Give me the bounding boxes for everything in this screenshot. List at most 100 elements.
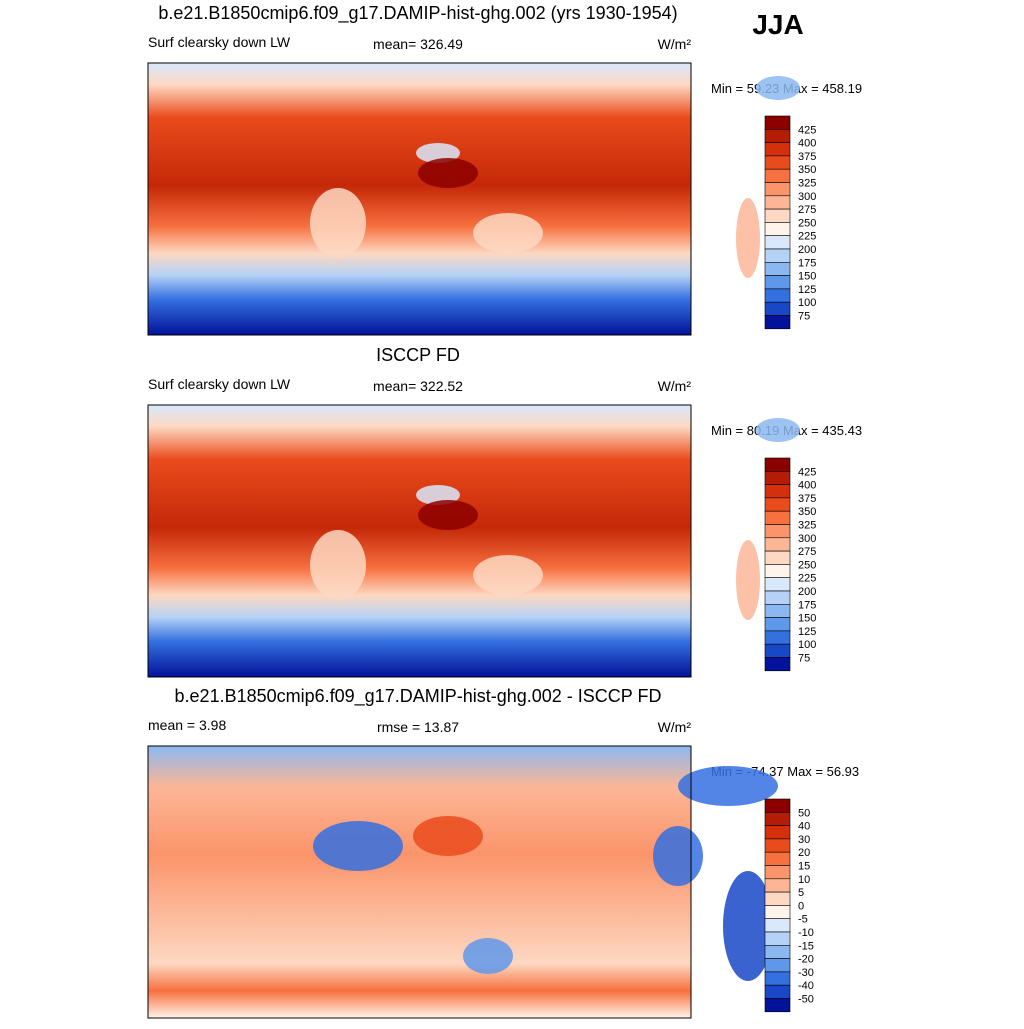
- map-feature: [463, 938, 513, 974]
- colorbar-box: [764, 998, 791, 1013]
- colorbar-label: 425: [798, 466, 816, 478]
- colorbar-box: [764, 630, 791, 645]
- colorbar-box: [764, 825, 791, 840]
- colorbar-box: [764, 617, 791, 632]
- map-feature: [736, 540, 760, 620]
- panel-left-label: Surf clearsky down LW: [148, 376, 291, 392]
- colorbar-label: 175: [798, 257, 816, 269]
- panel-left-label: mean = 3.98: [148, 717, 226, 733]
- panel-units: W/m²: [658, 719, 692, 735]
- colorbar-label: 75: [798, 653, 810, 665]
- map-feature: [473, 213, 543, 253]
- map-feature: [416, 485, 460, 505]
- colorbar-label: 350: [798, 506, 816, 518]
- colorbar-label: 425: [798, 124, 816, 136]
- colorbar-box: [764, 851, 791, 866]
- colorbar-box: [764, 905, 791, 920]
- colorbar-label: 40: [798, 821, 810, 833]
- colorbar-label: 50: [798, 807, 810, 819]
- map-feature: [313, 821, 403, 871]
- colorbar-label: 325: [798, 178, 816, 190]
- colorbar-label: 275: [798, 204, 816, 216]
- colorbar-label: -20: [798, 954, 814, 966]
- colorbar-label: 200: [798, 244, 816, 256]
- colorbar-box: [764, 550, 791, 565]
- colorbar-label: 200: [798, 586, 816, 598]
- colorbar-box: [764, 470, 791, 485]
- colorbar-label: -5: [798, 914, 808, 926]
- map-field: [148, 63, 691, 335]
- colorbar-box: [764, 865, 791, 880]
- colorbar-label: 300: [798, 533, 816, 545]
- colorbar-box: [764, 235, 791, 250]
- colorbar-label: -30: [798, 967, 814, 979]
- map-feature: [310, 188, 366, 258]
- colorbar-box: [764, 248, 791, 263]
- colorbar-box: [764, 603, 791, 618]
- map-feature: [678, 766, 778, 806]
- colorbar-box: [764, 457, 791, 472]
- colorbar-label: 20: [798, 847, 810, 859]
- colorbar-box: [764, 129, 791, 143]
- colorbar-box: [764, 590, 791, 605]
- colorbar-box: [764, 115, 791, 130]
- colorbar-box: [764, 643, 791, 658]
- colorbar-label: 400: [798, 480, 816, 492]
- map-feature: [756, 418, 800, 442]
- colorbar-box: [764, 564, 791, 579]
- colorbar-label: 300: [798, 191, 816, 203]
- map-feature: [413, 816, 483, 856]
- colorbar-box: [764, 944, 791, 959]
- panel-title: b.e21.B1850cmip6.f09_g17.DAMIP-hist-ghg.…: [158, 3, 677, 24]
- colorbar-box: [764, 918, 791, 933]
- map-frame: [147, 745, 692, 1019]
- map-feature: [653, 826, 703, 886]
- colorbar-box: [764, 891, 791, 906]
- map-field: [148, 405, 691, 677]
- colorbar-label: -40: [798, 980, 814, 992]
- colorbar-label: 30: [798, 834, 810, 846]
- colorbar-label: -15: [798, 940, 814, 952]
- map-feature: [756, 76, 800, 100]
- colorbar-box: [764, 931, 791, 946]
- season-label: JJA: [752, 9, 803, 40]
- colorbar-box: [764, 301, 791, 316]
- colorbar-box: [764, 811, 791, 826]
- colorbar-box: [764, 315, 791, 330]
- colorbar-box: [764, 222, 791, 236]
- colorbar-box: [764, 577, 791, 592]
- map-field: [148, 746, 691, 1018]
- colorbar-box: [764, 657, 791, 672]
- colorbar-label: 100: [798, 639, 816, 651]
- panel-center-label: rmse = 13.87: [377, 719, 459, 735]
- colorbar-label: 250: [798, 217, 816, 229]
- colorbar-label: 75: [798, 311, 810, 323]
- colorbar-label: 175: [798, 599, 816, 611]
- colorbar-box: [764, 798, 791, 813]
- colorbar-box: [764, 195, 791, 210]
- colorbar-box: [764, 208, 791, 223]
- map-feature: [418, 500, 478, 530]
- colorbar-box: [764, 971, 791, 986]
- colorbar-label: 225: [798, 231, 816, 243]
- colorbar-label: 225: [798, 573, 816, 585]
- map-feature: [310, 530, 366, 600]
- panel-units: W/m²: [658, 378, 692, 394]
- colorbar-label: 15: [798, 861, 810, 873]
- map-feature: [418, 158, 478, 188]
- map-frame: [147, 404, 692, 678]
- colorbar-label: 125: [798, 284, 816, 296]
- colorbar-label: 5: [798, 887, 804, 899]
- map-feature: [416, 143, 460, 163]
- panel-title: b.e21.B1850cmip6.f09_g17.DAMIP-hist-ghg.…: [175, 686, 662, 707]
- colorbar-box: [764, 878, 791, 893]
- colorbar-box: [764, 484, 791, 499]
- colorbar-box: [764, 275, 791, 290]
- colorbar-label: 150: [798, 271, 816, 283]
- colorbar-label: 400: [798, 138, 816, 150]
- colorbar-box: [764, 537, 791, 552]
- colorbar-box: [764, 142, 791, 157]
- panel-left-label: Surf clearsky down LW: [148, 34, 291, 50]
- colorbar-label: -50: [798, 994, 814, 1006]
- colorbar-box: [764, 168, 791, 183]
